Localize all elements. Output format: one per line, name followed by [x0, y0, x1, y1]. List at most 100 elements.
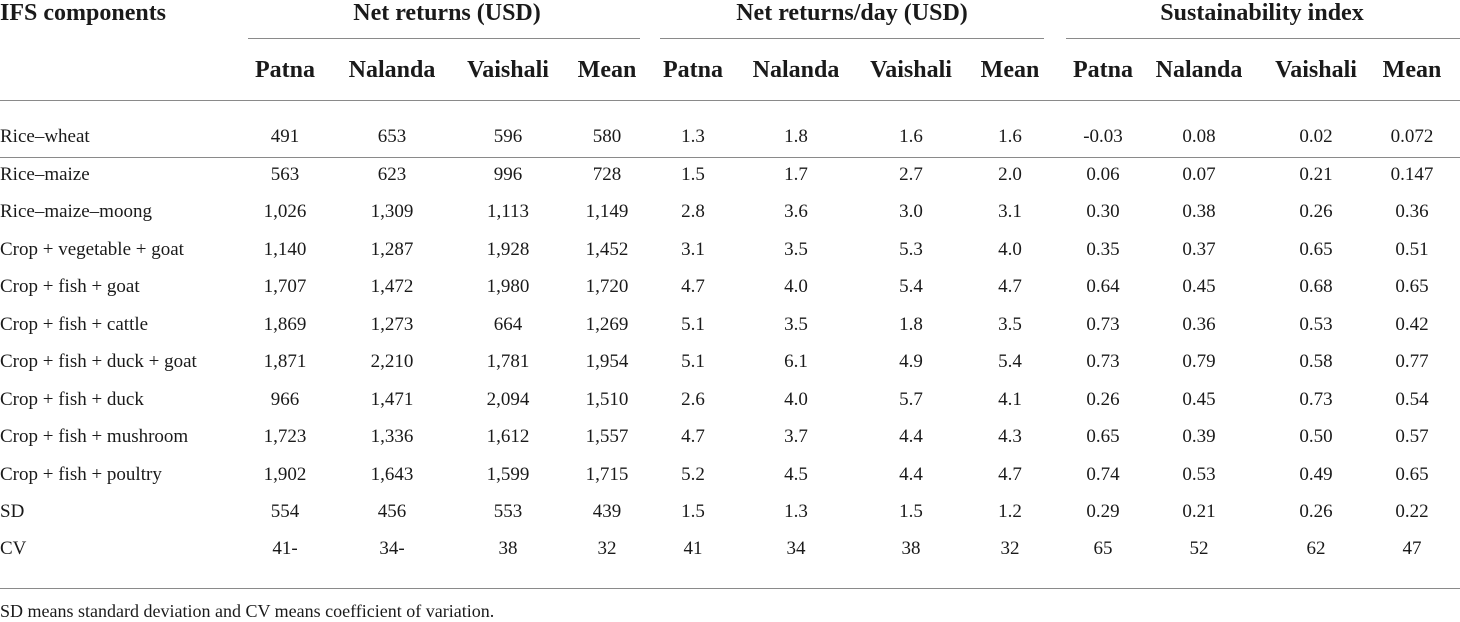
first-row-rule	[0, 157, 1460, 158]
table-cell: 41	[683, 538, 703, 559]
table-cell: 0.77	[1395, 351, 1429, 372]
table-cell: 3.5	[998, 314, 1022, 335]
column-header: Mean	[1382, 57, 1442, 83]
table-cell: 1,980	[486, 276, 530, 297]
table-cell: 1,720	[585, 276, 629, 297]
table-cell: 2,094	[486, 389, 530, 410]
table-cell: 0.37	[1182, 239, 1216, 260]
column-header: Nalanda	[348, 57, 436, 83]
table-cell: 0.73	[1086, 351, 1120, 372]
table-cell: 563	[270, 164, 300, 185]
table-cell: 1,871	[263, 351, 307, 372]
table-cell: 0.22	[1395, 501, 1429, 522]
table-cell: 0.45	[1182, 389, 1216, 410]
column-header: Patna	[1073, 57, 1133, 83]
table-cell: 553	[493, 501, 523, 522]
row-label: Crop + vegetable + goat	[0, 239, 184, 260]
row-label: Rice–maize–moong	[0, 201, 152, 222]
table-cell: 2.6	[681, 389, 705, 410]
column-header: Nalanda	[752, 57, 840, 83]
table-cell: 1,287	[370, 239, 414, 260]
table-cell: 5.1	[681, 314, 705, 335]
table-cell: 1.5	[681, 164, 705, 185]
row-label: Rice–maize	[0, 164, 90, 185]
table-cell: 3.7	[784, 426, 808, 447]
table-cell: 4.0	[998, 239, 1022, 260]
group-rule-net-returns	[248, 38, 640, 39]
table-cell: 0.08	[1182, 126, 1216, 147]
table-cell: 3.6	[784, 201, 808, 222]
table-cell: 4.7	[681, 426, 705, 447]
table-cell: 996	[493, 164, 523, 185]
table-cell: 47	[1402, 538, 1422, 559]
table-cell: 596	[493, 126, 523, 147]
table-cell: 0.35	[1086, 239, 1120, 260]
table-cell: 0.68	[1299, 276, 1333, 297]
table-cell: 1,510	[585, 389, 629, 410]
table-cell: 62	[1306, 538, 1326, 559]
row-label: SD	[0, 501, 25, 522]
row-label: CV	[0, 538, 27, 559]
table-cell: 1,612	[486, 426, 530, 447]
header-bottom-rule	[0, 100, 1460, 101]
table-cell: 0.42	[1395, 314, 1429, 335]
table-cell: 0.45	[1182, 276, 1216, 297]
table-cell: 1,336	[370, 426, 414, 447]
table-cell: 0.147	[1390, 164, 1434, 185]
table-cell: 0.73	[1299, 389, 1333, 410]
table-cell: 1,140	[263, 239, 307, 260]
table-cell: 0.49	[1299, 464, 1333, 485]
table-cell: 5.2	[681, 464, 705, 485]
table-cell: 0.65	[1395, 276, 1429, 297]
table-cell: 0.74	[1086, 464, 1120, 485]
table-cell: 0.26	[1299, 201, 1333, 222]
row-label: Rice–wheat	[0, 126, 90, 147]
table-cell: 0.30	[1086, 201, 1120, 222]
table-cell: 1,026	[263, 201, 307, 222]
table-cell: 456	[377, 501, 407, 522]
table-cell: 0.21	[1182, 501, 1216, 522]
table-cell: 4.7	[998, 464, 1022, 485]
table-cell: 38	[901, 538, 921, 559]
table-cell: 0.29	[1086, 501, 1120, 522]
table-cell: 0.65	[1086, 426, 1120, 447]
table-cell: 0.50	[1299, 426, 1333, 447]
table-cell: 1.8	[784, 126, 808, 147]
table-cell: 0.02	[1299, 126, 1333, 147]
column-header: Mean	[980, 57, 1040, 83]
table-cell: 491	[270, 126, 300, 147]
table-cell: 3.1	[681, 239, 705, 260]
table-cell: 653	[377, 126, 407, 147]
table-cell: 32	[597, 538, 617, 559]
table-cell: 1.8	[899, 314, 923, 335]
table-cell: 0.64	[1086, 276, 1120, 297]
table-cell: 3.0	[899, 201, 923, 222]
table-cell: 5.3	[899, 239, 923, 260]
table-cell: 0.79	[1182, 351, 1216, 372]
table-cell: 623	[377, 164, 407, 185]
table-cell: 0.57	[1395, 426, 1429, 447]
table-cell: 1,273	[370, 314, 414, 335]
row-label: Crop + fish + duck	[0, 389, 144, 410]
table-cell: 0.73	[1086, 314, 1120, 335]
table-cell: 1,149	[585, 201, 629, 222]
table-cell: 1,113	[486, 201, 530, 222]
table-cell: 0.58	[1299, 351, 1333, 372]
table-cell: 3.1	[998, 201, 1022, 222]
table-cell: 0.53	[1182, 464, 1216, 485]
table-cell: 0.38	[1182, 201, 1216, 222]
group-rule-net-returns-day	[660, 38, 1044, 39]
table-cell: 554	[270, 501, 300, 522]
table-cell: 664	[493, 314, 523, 335]
column-header: Patna	[663, 57, 723, 83]
column-header: Mean	[577, 57, 637, 83]
table-cell: 0.06	[1086, 164, 1120, 185]
table-cell: 1.5	[681, 501, 705, 522]
table-cell: 1,471	[370, 389, 414, 410]
table-cell: 1.2	[998, 501, 1022, 522]
table-cell: 1,902	[263, 464, 307, 485]
table-cell: 6.1	[784, 351, 808, 372]
table-cell: 0.21	[1299, 164, 1333, 185]
table-cell: 32	[1000, 538, 1020, 559]
table-cell: 4.3	[998, 426, 1022, 447]
